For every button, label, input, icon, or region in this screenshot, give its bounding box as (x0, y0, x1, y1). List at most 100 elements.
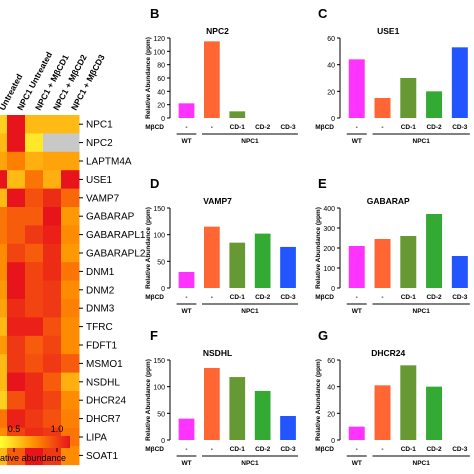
heatmap-cell (25, 409, 44, 429)
x-tick-label: CD-3 (452, 294, 468, 301)
heatmap-cell (25, 133, 44, 153)
y-tick-label: 100 (153, 233, 165, 240)
treatment-label: MβCD (145, 446, 164, 453)
heatmap-row-label: DHCR7 (86, 414, 121, 425)
bar (178, 103, 195, 118)
bar (426, 91, 443, 118)
treatment-label: MβCD (145, 294, 164, 301)
heatmap-row-label: GABARAPL1 (86, 230, 146, 241)
x-tick-label: CD-1 (230, 446, 246, 453)
heatmap-row-label: DNM1 (86, 267, 115, 278)
heatmap-cell (0, 262, 8, 282)
chart-title: GABARAP (367, 196, 410, 206)
treatment-label: MβCD (145, 124, 164, 131)
heatmap-cell (0, 280, 8, 300)
y-axis-label: Relative Abundance (ppm) (315, 207, 322, 289)
x-tick-label: CD-3 (280, 124, 296, 131)
heatmap-row-label: SOAT1 (86, 451, 118, 462)
heatmap-cell (61, 262, 80, 282)
heatmap-cell (61, 188, 80, 208)
heatmap-cell (43, 115, 62, 134)
panel-letter: G (318, 328, 328, 343)
heatmap-cell (43, 317, 62, 337)
heatmap-cell (7, 262, 26, 282)
scale-tick-0-5: 0.5 (8, 424, 21, 434)
y-tick-label: 50 (157, 411, 165, 418)
bar-chart-dhcr24: G DHCR24 0 20 40 60 Relative Abundance (ppm) - -… (315, 328, 470, 467)
y-axis-label: Relative Abundance (ppm) (145, 207, 152, 289)
heatmap-cell (25, 391, 44, 410)
heatmap-cell (43, 133, 62, 153)
heatmap-cell (7, 207, 26, 226)
y-tick-label: 100 (153, 385, 165, 392)
heatmap-cell (61, 391, 80, 410)
heatmap-row-label: USE1 (86, 175, 113, 186)
heatmap-cell (7, 446, 26, 466)
y-tick-label: 300 (323, 226, 335, 233)
heatmap-cell (0, 207, 8, 226)
bar (348, 246, 365, 288)
heatmap-row-label: DNM3 (86, 304, 115, 315)
heatmap-cell (61, 225, 80, 245)
heatmap-row-label: NPC2 (86, 138, 113, 149)
heatmap-cell (25, 335, 44, 355)
bar (348, 59, 365, 118)
bar (254, 233, 271, 288)
x-tick-label: - (211, 446, 213, 453)
bar (204, 368, 220, 440)
heatmap-cell (0, 317, 8, 337)
panel-letter: F (150, 328, 158, 343)
bar (400, 78, 417, 118)
heatmap-cell (7, 409, 26, 429)
heatmap-row-label: VAMP7 (86, 193, 120, 204)
heatmap-cell (43, 299, 62, 318)
group-label-npc1: NPC1 (413, 308, 431, 315)
y-tick-label: 100 (153, 49, 165, 56)
heatmap-cell (61, 115, 80, 134)
heatmap-cell (0, 115, 8, 134)
group-label-wt: WT (352, 308, 362, 315)
y-tick-label: 400 (323, 206, 335, 213)
chart-title: NSDHL (203, 348, 232, 358)
heatmap-cell (7, 133, 26, 153)
group-label-wt: WT (352, 138, 362, 145)
heatmap-cell (61, 354, 80, 374)
heatmap-cell (0, 225, 8, 245)
heatmap-cell (25, 446, 44, 466)
bar (451, 256, 468, 288)
group-label-npc1: NPC1 (241, 460, 259, 467)
chart-title: DHCR24 (371, 348, 405, 358)
group-label-wt: WT (352, 460, 362, 467)
bar (280, 246, 296, 288)
x-tick-label: CD-1 (401, 446, 417, 453)
heatmap-cell (0, 243, 8, 263)
heatmap-cell (61, 151, 80, 171)
heatmap-cell (0, 354, 8, 374)
x-tick-label: CD-1 (230, 124, 246, 131)
y-tick-label: 50 (157, 259, 165, 266)
y-tick-label: 0 (161, 286, 165, 293)
heatmap-row-label: LAPTM4A (86, 157, 132, 168)
color-scale-bar (0, 436, 70, 448)
bar (400, 365, 417, 440)
group-label-npc1: NPC1 (241, 138, 259, 145)
bar (374, 239, 391, 288)
heatmap-cell (43, 372, 62, 392)
heatmap-cell (25, 262, 44, 282)
heatmap-cell (7, 354, 26, 374)
heatmap-cell (25, 354, 44, 374)
y-axis-label: Relative Abundance (ppm) (145, 359, 152, 441)
y-tick-label: 150 (153, 206, 165, 213)
y-tick-label: 200 (323, 246, 335, 253)
heatmap-cell (25, 317, 44, 337)
y-tick-label: 60 (327, 358, 335, 365)
heatmap-row-label: GABARAPL2 (86, 249, 146, 260)
y-axis-label: Relative Abundance (ppm) (145, 37, 152, 119)
y-tick-label: 150 (153, 358, 165, 365)
heatmap-cell (43, 207, 62, 226)
y-tick-label: 0 (161, 438, 165, 445)
heatmap-cell (7, 225, 26, 245)
